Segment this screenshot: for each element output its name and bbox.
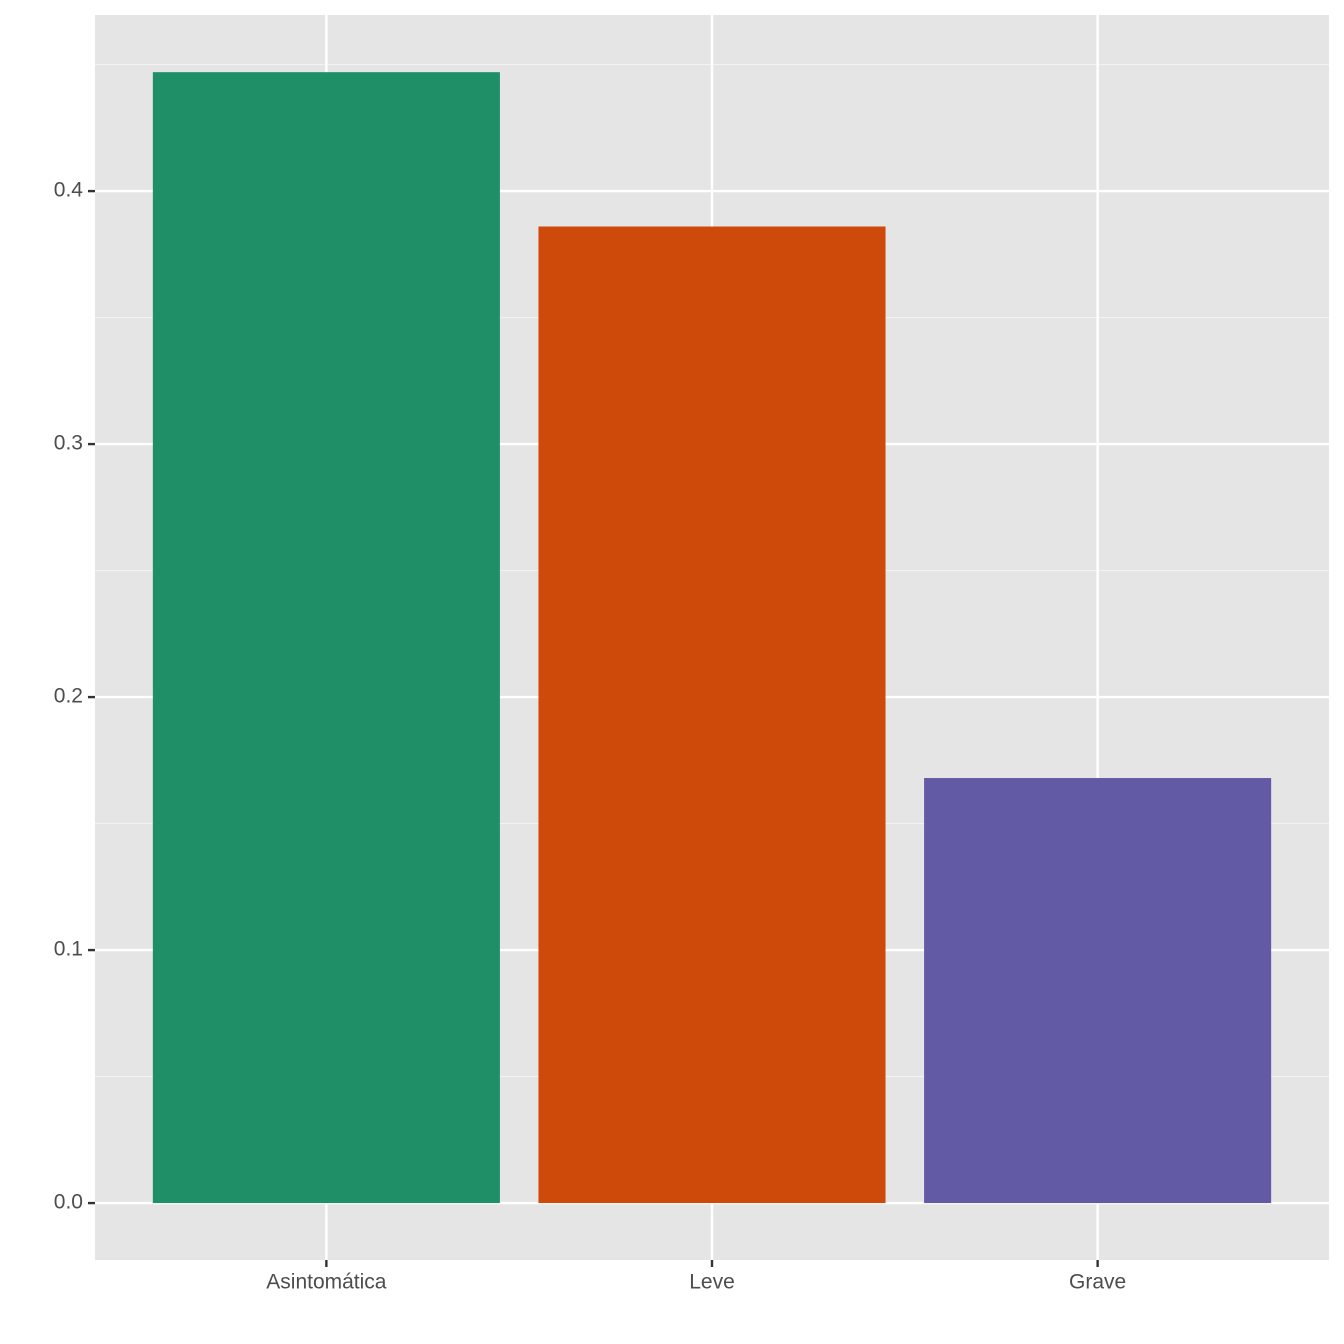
y-tick-label: 0.2 [54,685,83,708]
y-tick-label: 0.4 [54,179,84,202]
y-tick-label: 0.1 [54,938,83,961]
bar [538,226,886,1204]
x-tick-label: Grave [1069,1271,1126,1294]
x-tick-label: Leve [689,1271,735,1294]
y-tick-label: 0.0 [54,1191,83,1214]
y-tick-label: 0.3 [54,432,83,455]
bar [924,778,1272,1204]
x-tick-label: Asintomática [266,1271,387,1294]
bar [152,72,500,1204]
